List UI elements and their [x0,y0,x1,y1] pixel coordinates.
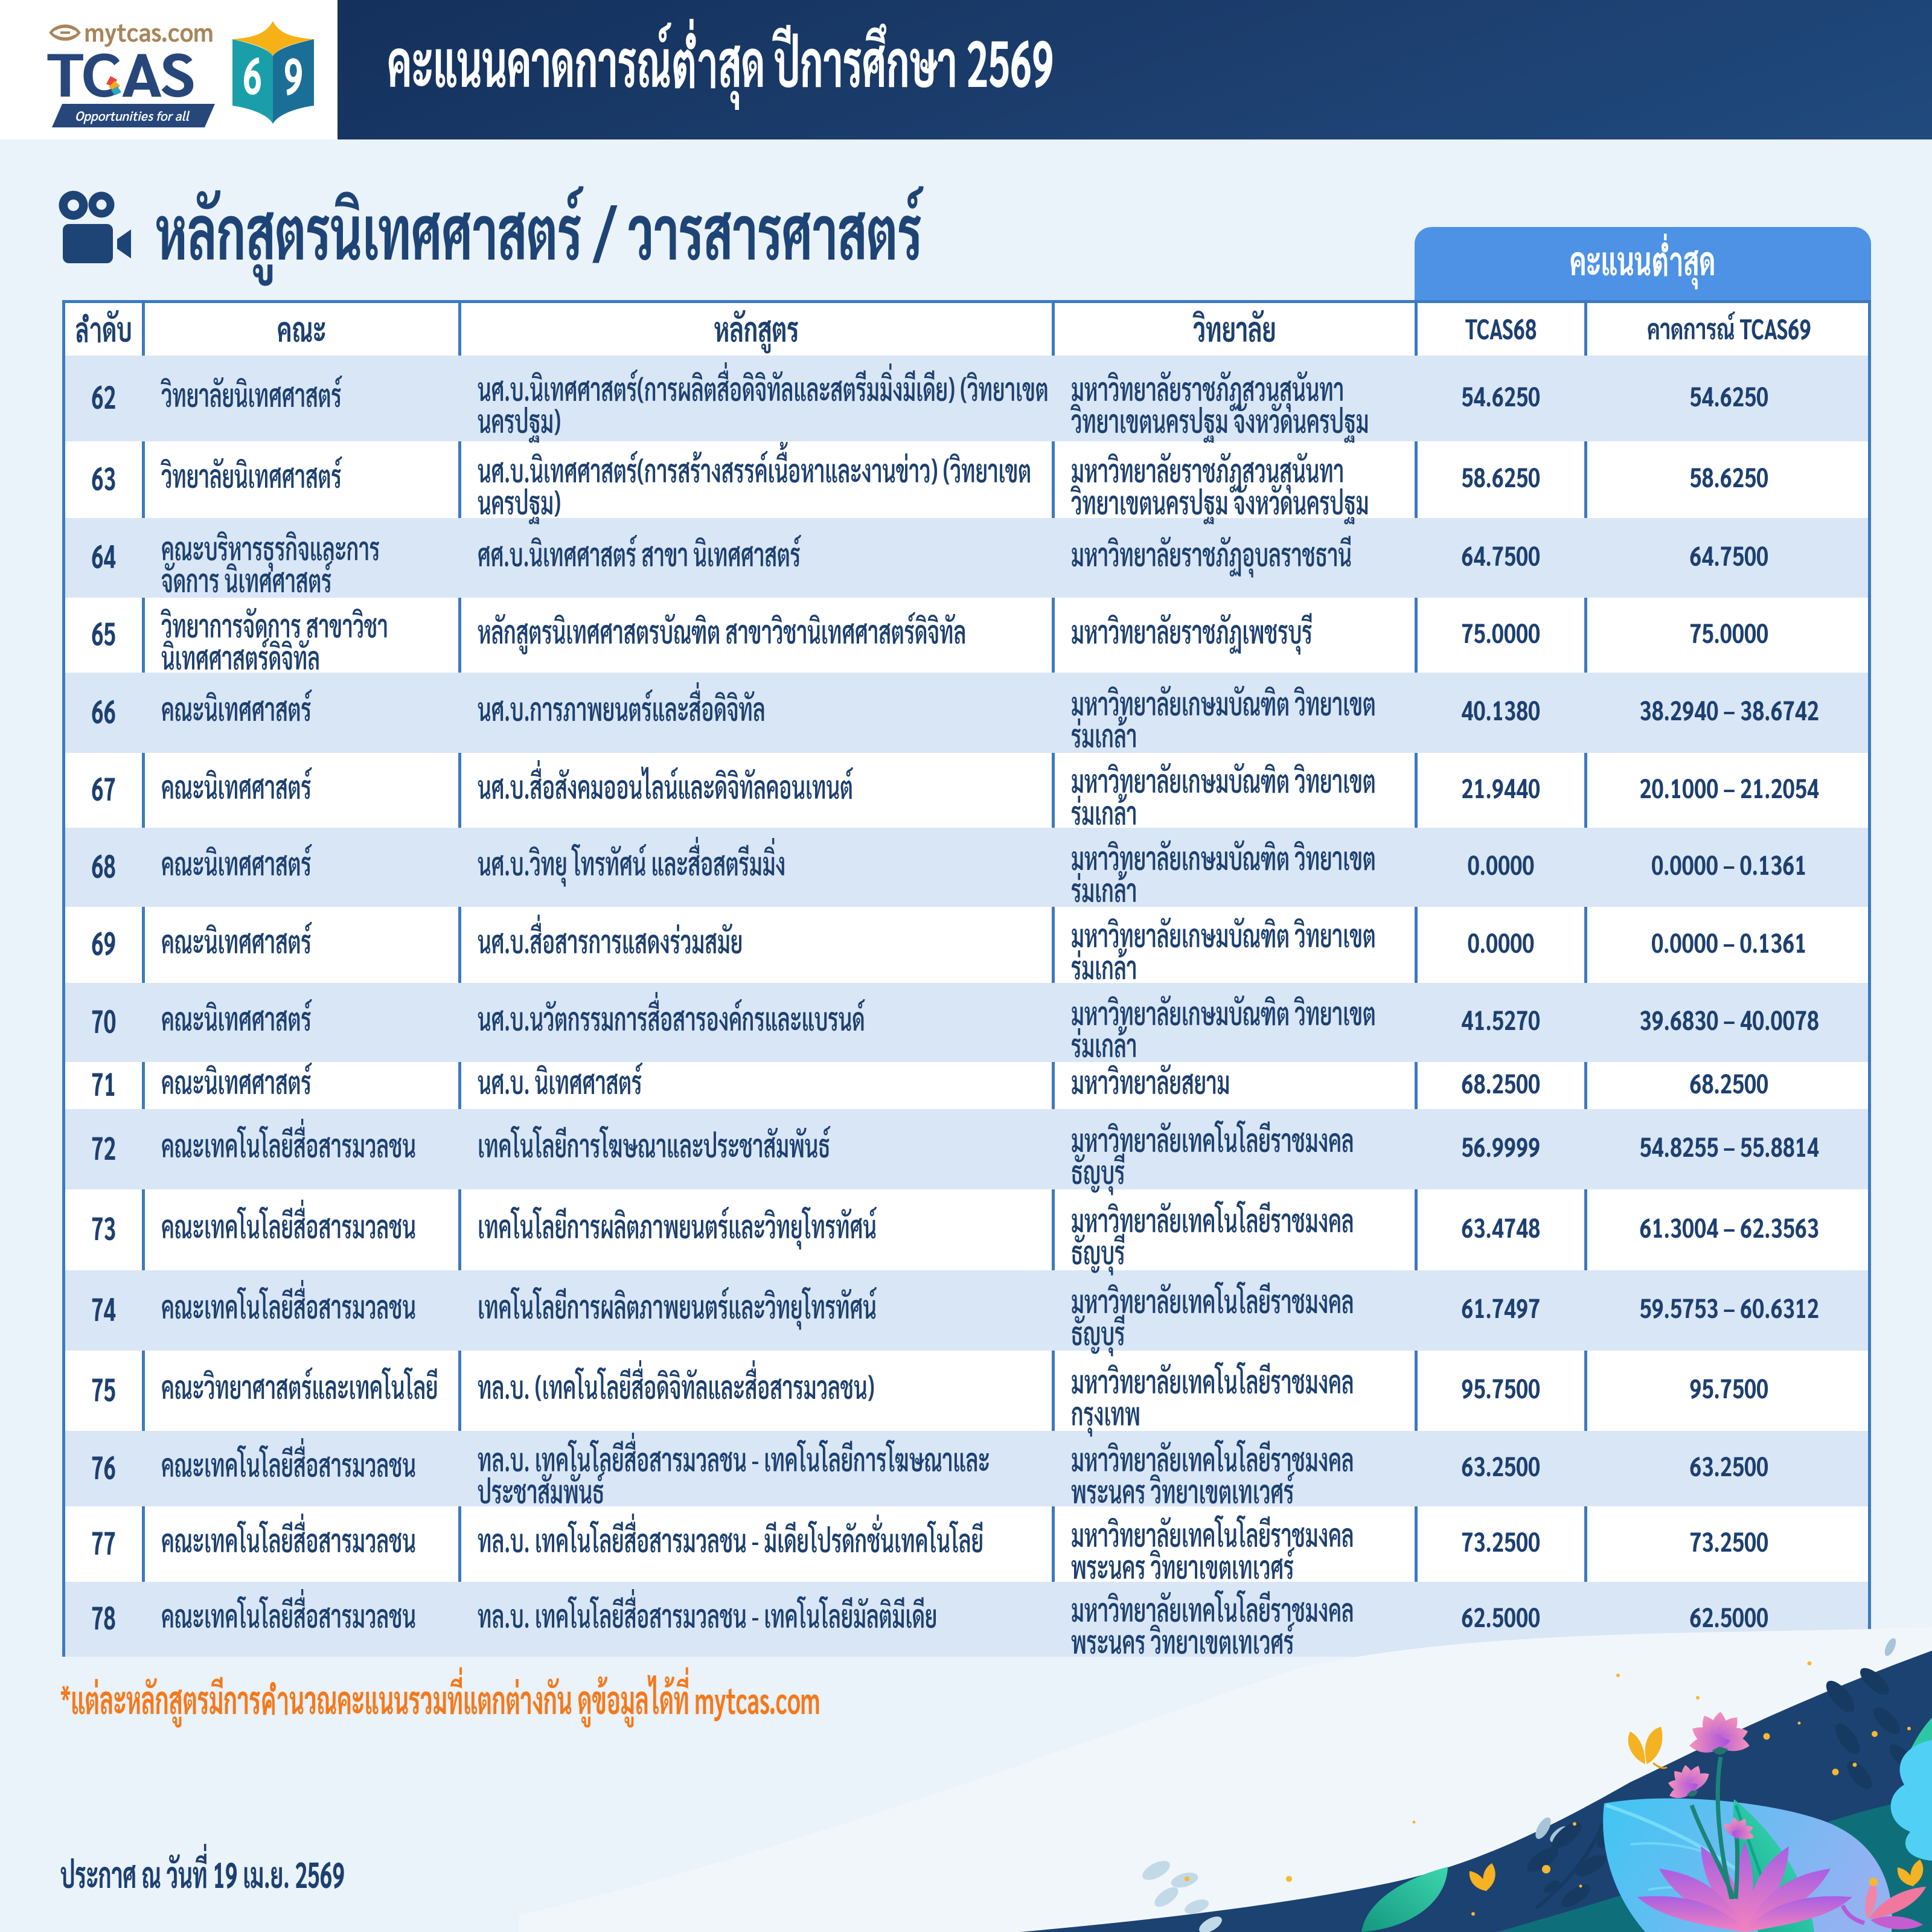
svg-text:6: 6 [243,39,262,106]
svg-text:Opportunities for all: Opportunities for all [75,107,190,124]
svg-text:9: 9 [284,40,303,107]
svg-text:mytcas.com: mytcas.com [85,14,214,48]
svg-text:TCAS: TCAS [46,32,195,111]
